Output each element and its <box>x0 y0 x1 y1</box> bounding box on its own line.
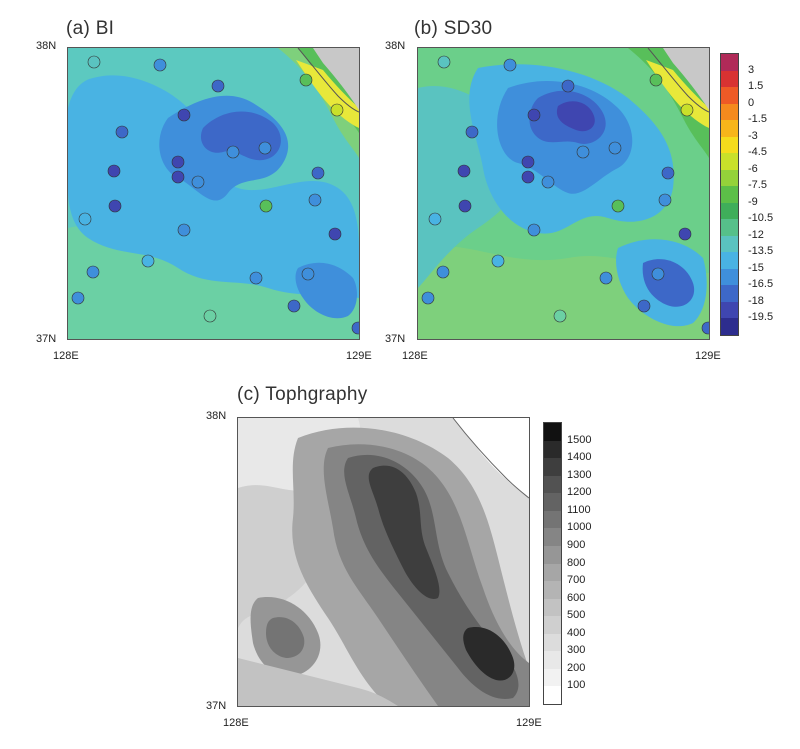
temp-colorbar-label: 0 <box>748 96 755 109</box>
topo-colorbar-segment <box>544 423 561 441</box>
temp-colorbar-segment <box>721 252 738 269</box>
temp-colorbar-label: -6 <box>748 162 758 175</box>
panel-c-lon-left: 128E <box>223 717 249 729</box>
topo-colorbar-segment <box>544 598 561 617</box>
temp-colorbar-label: -10.5 <box>748 212 774 225</box>
topo-colorbar-label: 1400 <box>567 451 592 464</box>
topo-colorbar-segment <box>544 440 561 459</box>
sd30-field <box>418 48 709 339</box>
temp-colorbar-label: -13.5 <box>748 245 774 258</box>
topo-colorbar-segment <box>544 458 561 476</box>
topo-colorbar-segment <box>544 668 561 687</box>
temp-colorbar-segment <box>721 186 738 203</box>
temp-colorbar <box>720 53 739 336</box>
temp-colorbar-label: -9 <box>748 195 758 208</box>
temp-colorbar-segment <box>721 219 738 236</box>
topo-colorbar-label: 1000 <box>567 521 592 534</box>
temp-colorbar-labels: 3 1.5 0 -1.5 -3 -4.5 -6 -7.5 -9 -10.5 -12 -13.5 -15 -… <box>748 53 796 336</box>
panel-a-lon-left: 128E <box>53 350 79 362</box>
panel-a-map <box>67 47 360 340</box>
panel-c-map <box>237 417 530 707</box>
topo-colorbar-labels: 1500 1400 1300 1200 1100 1000 900 800 700 600 500 4… <box>567 422 615 705</box>
topo-colorbar-label: 1100 <box>567 503 591 516</box>
topo-colorbar-label: 900 <box>567 538 586 551</box>
temp-colorbar-label: -7.5 <box>748 179 767 192</box>
topography-field <box>238 418 529 706</box>
temp-colorbar-segment <box>721 301 738 319</box>
topo-colorbar-segment <box>544 616 561 634</box>
temp-colorbar-segment <box>721 169 738 187</box>
panel-a-lat-top: 38N <box>36 40 57 52</box>
topo-colorbar-label: 200 <box>567 661 586 674</box>
topo-colorbar-segment <box>544 581 561 599</box>
topo-colorbar-label: 400 <box>567 626 586 639</box>
topo-colorbar-label: 500 <box>567 609 586 622</box>
topo-colorbar-label: 600 <box>567 591 586 604</box>
topo-colorbar <box>543 422 562 705</box>
temp-colorbar-segment <box>721 268 738 286</box>
panel-c-title: (c) Tophgraphy <box>237 384 368 405</box>
panel-c-lat-bottom: 37N <box>206 700 227 712</box>
topo-colorbar-segment <box>544 493 561 511</box>
temp-colorbar-segment <box>721 54 738 71</box>
panel-c-lon-right: 129E <box>516 717 542 729</box>
topo-colorbar-label: 800 <box>567 556 586 569</box>
temp-colorbar-label: -16.5 <box>748 278 774 291</box>
temp-colorbar-label: -15 <box>748 261 764 274</box>
temp-colorbar-label: -18 <box>748 294 764 307</box>
temp-colorbar-segment <box>721 202 738 220</box>
topo-colorbar-segment <box>544 563 561 582</box>
temp-colorbar-segment <box>721 70 738 88</box>
panel-c-lat-top: 38N <box>206 410 227 422</box>
temp-colorbar-segment <box>721 235 738 253</box>
panel-b-title: (b) SD30 <box>414 18 493 39</box>
topo-colorbar-segment <box>544 651 561 669</box>
panel-b-lat-bottom: 37N <box>385 333 406 345</box>
temp-colorbar-segment <box>721 136 738 154</box>
temp-colorbar-segment <box>721 103 738 121</box>
temp-colorbar-segment <box>721 318 738 335</box>
panel-b-lon-right: 129E <box>695 350 721 362</box>
panel-a-lon-right: 129E <box>346 350 372 362</box>
topo-colorbar-label: 300 <box>567 644 586 657</box>
temp-colorbar-label: -19.5 <box>748 311 774 324</box>
temp-colorbar-label: -3 <box>748 129 758 142</box>
panel-b-lat-top: 38N <box>385 40 406 52</box>
topo-colorbar-segment <box>544 686 561 704</box>
temp-colorbar-segment <box>721 153 738 170</box>
bi-field <box>68 48 359 339</box>
temp-colorbar-label: 1.5 <box>748 80 764 93</box>
panel-a-lat-bottom: 37N <box>36 333 57 345</box>
topo-colorbar-label: 1500 <box>567 433 592 446</box>
panel-b-map <box>417 47 710 340</box>
temp-colorbar-segment <box>721 87 738 104</box>
topo-colorbar-label: 1200 <box>567 486 592 499</box>
topo-colorbar-segment <box>544 510 561 529</box>
topo-colorbar-segment <box>544 633 561 652</box>
temp-colorbar-label: -1.5 <box>748 113 767 126</box>
temp-colorbar-segment <box>721 285 738 302</box>
topo-colorbar-segment <box>544 528 561 546</box>
panel-b-lon-left: 128E <box>402 350 428 362</box>
temp-colorbar-label: -4.5 <box>748 146 767 159</box>
topo-colorbar-segment <box>544 545 561 564</box>
panel-a-title: (a) BI <box>66 18 115 39</box>
topo-colorbar-label: 700 <box>567 574 586 587</box>
topo-colorbar-label: 100 <box>567 679 586 692</box>
topo-colorbar-label: 1300 <box>567 468 592 481</box>
temp-colorbar-label: -12 <box>748 228 764 241</box>
temp-colorbar-segment <box>721 120 738 137</box>
topo-colorbar-segment <box>544 475 561 494</box>
temp-colorbar-label: 3 <box>748 63 755 76</box>
